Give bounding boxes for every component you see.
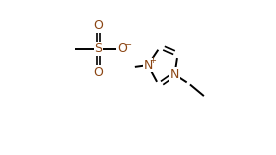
Text: N: N bbox=[144, 59, 153, 72]
Text: −: − bbox=[124, 40, 131, 49]
Text: O: O bbox=[94, 19, 104, 32]
Text: O: O bbox=[94, 66, 104, 79]
Text: O: O bbox=[117, 42, 127, 55]
Text: +: + bbox=[149, 56, 156, 65]
Text: N: N bbox=[170, 68, 179, 81]
Text: S: S bbox=[94, 42, 102, 55]
